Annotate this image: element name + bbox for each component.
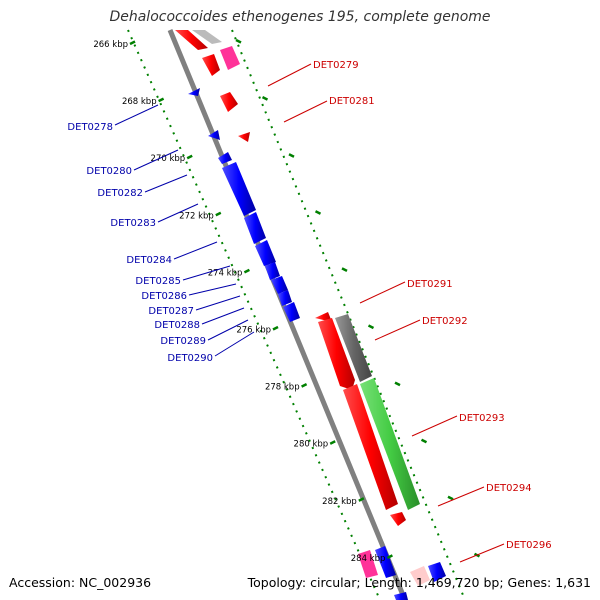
forward-features bbox=[175, 30, 446, 600]
map-title: Dehalococcoides ethenogenes 195, complet… bbox=[109, 9, 491, 25]
gene-feature[interactable] bbox=[283, 302, 300, 322]
kbp-tick bbox=[301, 382, 308, 388]
kbp-tick bbox=[288, 153, 295, 158]
gene-label[interactable]: DET0283 bbox=[110, 218, 156, 229]
gene-feature[interactable] bbox=[428, 562, 446, 582]
gene-feature[interactable] bbox=[335, 314, 372, 382]
gene-feature[interactable] bbox=[175, 30, 208, 50]
gene-feature[interactable] bbox=[188, 88, 200, 96]
gene-label[interactable]: DET0291 bbox=[407, 279, 453, 290]
kbp-tick bbox=[261, 95, 269, 101]
gene-label[interactable]: DET0289 bbox=[160, 336, 206, 347]
gene-label[interactable]: DET0281 bbox=[329, 96, 375, 107]
gene-label[interactable]: DET0293 bbox=[459, 413, 505, 424]
gene-label[interactable]: DET0280 bbox=[86, 166, 132, 177]
gene-label[interactable]: DET0290 bbox=[167, 353, 213, 364]
gene-feature[interactable] bbox=[375, 546, 396, 578]
gene-feature[interactable] bbox=[343, 384, 398, 510]
kbp-tick bbox=[129, 40, 136, 46]
gene-feature[interactable] bbox=[265, 262, 280, 280]
kbp-tick bbox=[394, 381, 401, 387]
kbp-tick-label: 280 kbp bbox=[294, 440, 329, 450]
gene-label[interactable]: DET0292 bbox=[422, 316, 468, 327]
kbp-tick bbox=[158, 97, 165, 103]
kbp-tick-label: 284 kbp bbox=[351, 554, 386, 564]
gene-feature[interactable] bbox=[255, 240, 276, 266]
accession-text: Accession: NC_002936 bbox=[9, 575, 152, 590]
kbp-tick bbox=[314, 210, 322, 215]
gene-feature[interactable] bbox=[222, 162, 256, 216]
kbp-tick bbox=[341, 267, 348, 273]
gene-feature[interactable] bbox=[394, 592, 408, 600]
gene-label[interactable]: DET0284 bbox=[126, 255, 172, 266]
genome-summary-text: Topology: circular; Length: 1,469,720 bp… bbox=[247, 575, 591, 590]
gene-label[interactable]: DET0296 bbox=[506, 540, 552, 551]
kbp-tick bbox=[386, 554, 393, 560]
kbp-tick-label: 268 kbp bbox=[122, 97, 157, 107]
gene-label[interactable]: DET0285 bbox=[135, 276, 181, 287]
kbp-tick bbox=[358, 497, 365, 502]
gene-feature[interactable] bbox=[238, 132, 250, 142]
kbp-tick bbox=[447, 495, 454, 501]
gene-feature[interactable] bbox=[278, 290, 292, 306]
gene-label[interactable]: DET0282 bbox=[97, 188, 143, 199]
gene-feature[interactable] bbox=[218, 152, 232, 164]
kbp-tick bbox=[272, 325, 279, 331]
kbp-ticks: 266 kbp 268 kbp 270 kbp 272 kbp 274 kbp 276 k… bbox=[93, 38, 481, 564]
gene-feature[interactable] bbox=[318, 318, 355, 390]
gene-label[interactable]: DET0278 bbox=[67, 122, 113, 133]
gene-feature[interactable] bbox=[271, 276, 288, 294]
kbp-tick bbox=[329, 440, 336, 445]
rrna-feature[interactable] bbox=[358, 550, 378, 578]
gene-feature[interactable] bbox=[244, 212, 266, 244]
kbp-tick bbox=[367, 324, 375, 330]
forward-labels: DET0279 DET0281 DET0291 DET0292 DET0293 … bbox=[267, 60, 552, 563]
kbp-tick bbox=[186, 154, 193, 160]
kbp-tick bbox=[235, 38, 242, 44]
gene-feature[interactable] bbox=[192, 30, 222, 44]
forward-track-dots bbox=[231, 29, 466, 600]
kbp-tick bbox=[243, 268, 250, 274]
gene-feature[interactable] bbox=[390, 512, 406, 526]
rrna-feature[interactable] bbox=[220, 46, 240, 70]
kbp-tick-label: 270 kbp bbox=[151, 154, 186, 164]
kbp-tick-label: 282 kbp bbox=[322, 497, 357, 507]
reverse-labels: DET0278 DET0280 DET0282 DET0283 DET0284 … bbox=[67, 104, 255, 364]
reverse-features bbox=[188, 88, 300, 322]
gene-label[interactable]: DET0288 bbox=[154, 320, 200, 331]
kbp-tick-label: 272 kbp bbox=[179, 211, 214, 221]
kbp-tick-label: 274 kbp bbox=[208, 268, 243, 278]
kbp-tick bbox=[420, 438, 428, 444]
gene-label[interactable]: DET0279 bbox=[313, 60, 359, 71]
gene-label[interactable]: DET0287 bbox=[148, 306, 194, 317]
gene-feature[interactable] bbox=[220, 92, 238, 112]
kbp-tick-label: 278 kbp bbox=[265, 383, 300, 393]
kbp-tick bbox=[215, 211, 222, 217]
gene-label[interactable]: DET0286 bbox=[141, 291, 187, 302]
gene-label[interactable]: DET0294 bbox=[486, 483, 532, 494]
kbp-tick-label: 266 kbp bbox=[93, 40, 128, 50]
gene-feature[interactable] bbox=[208, 130, 220, 140]
kbp-tick-label: 276 kbp bbox=[236, 326, 271, 336]
green-feature[interactable] bbox=[360, 378, 420, 510]
gene-feature[interactable] bbox=[202, 54, 220, 76]
gene-feature[interactable] bbox=[410, 566, 430, 586]
